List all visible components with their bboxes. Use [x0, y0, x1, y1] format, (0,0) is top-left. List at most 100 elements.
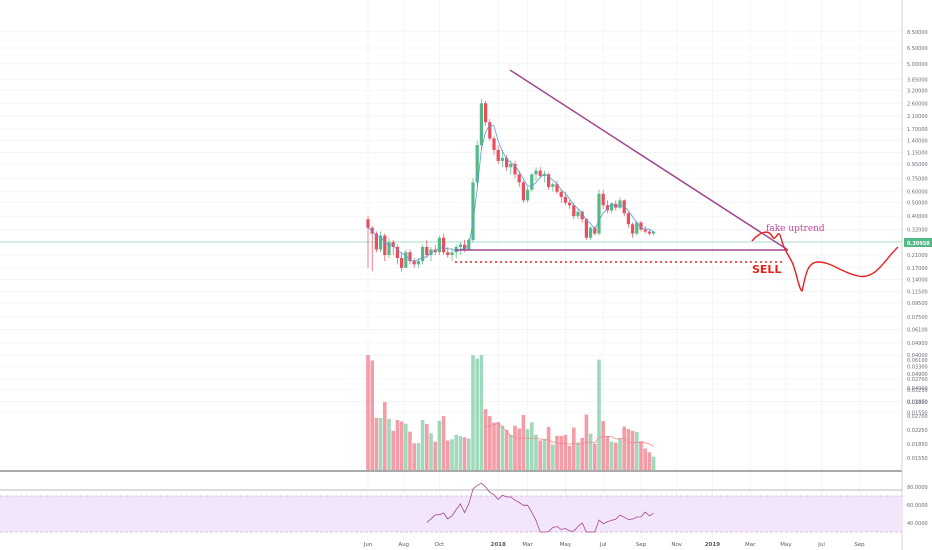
volume-bar	[475, 358, 479, 470]
price-tick-label: 3.85000	[907, 78, 928, 84]
price-tick-label: 6.50000	[907, 46, 928, 52]
volume-bar	[614, 442, 618, 470]
candle-body	[505, 157, 509, 168]
price-tick-label: 0.95000	[907, 162, 928, 168]
volume-bar	[563, 434, 568, 470]
time-tick-label: 2018	[491, 542, 506, 548]
price-tick-label: 0.06100	[907, 328, 928, 334]
descending-trendline	[509, 69, 789, 251]
volume-bar	[446, 440, 450, 470]
candle-body	[425, 247, 429, 256]
volume-bar	[538, 440, 542, 470]
price-axis: 8.50000 6.50000 5.00000 3.85000 3.20000 2.600…	[907, 30, 928, 416]
time-tick-label: Sep	[854, 542, 865, 548]
volume-bar	[387, 418, 391, 470]
volume-bar	[635, 431, 639, 470]
candle-body	[421, 247, 425, 262]
candle-body	[446, 252, 450, 256]
volume-bars	[366, 355, 656, 470]
volume-bar	[521, 414, 526, 470]
price-tick-label: 0.04000	[907, 353, 928, 359]
candle-body	[484, 103, 488, 123]
candle-body	[404, 252, 408, 268]
current-price-value: 0.30958	[907, 241, 930, 247]
price-tick-label: 0.02250	[907, 388, 928, 394]
volume-bar	[383, 402, 387, 470]
price-tick-label: 0.14000	[907, 278, 928, 284]
volume-bar	[639, 441, 643, 470]
candle-body	[576, 211, 580, 217]
volume-bar	[572, 427, 576, 470]
candle-body	[429, 249, 433, 256]
rsi-line	[426, 482, 654, 533]
volume-bar	[605, 436, 610, 470]
volume-tick-label: 0.02700	[907, 414, 928, 420]
volume-bar	[622, 426, 626, 470]
price-tick-label: 0.01550	[907, 410, 928, 416]
volume-bar	[399, 421, 404, 470]
volume-bar	[576, 442, 580, 470]
volume-bar	[391, 430, 395, 470]
volume-bar	[370, 360, 374, 470]
candle-body	[488, 122, 492, 139]
time-tick-label: 2019	[705, 542, 720, 548]
volume-bar	[630, 430, 635, 470]
candle-body	[547, 174, 551, 187]
time-axis: Jun Aug Oct 2018 Mar May Jul Sep Nov 2019 Mar May Ju…	[363, 542, 865, 548]
rsi-band	[0, 496, 902, 532]
price-tick-label: 1.70000	[907, 127, 928, 133]
sell-label: SELL	[752, 263, 781, 276]
volume-bar	[378, 417, 383, 470]
time-tick-label: May	[560, 542, 572, 548]
volume-bar	[525, 429, 530, 470]
candle-body	[584, 219, 588, 238]
volume-bar	[437, 420, 442, 470]
volume-bar	[559, 435, 563, 470]
volume-bar	[580, 437, 584, 470]
price-tick-label: 0.60000	[907, 190, 928, 196]
candle-body	[639, 222, 643, 230]
volume-tick-label: 0.01850	[907, 442, 928, 448]
candle-body	[400, 258, 404, 268]
volume-bar	[429, 433, 433, 470]
candle-body	[383, 235, 387, 256]
volume-bar	[517, 428, 521, 470]
volume-bar	[404, 423, 408, 470]
candle-body	[475, 145, 479, 183]
candle-body	[635, 222, 639, 234]
candle-body	[614, 203, 618, 208]
volume-bar	[416, 443, 421, 470]
volume-bar	[496, 422, 500, 470]
candle-body	[534, 170, 538, 175]
price-tick-label: 0.11500	[907, 289, 928, 295]
volume-bar	[471, 355, 475, 470]
volume-bar	[593, 443, 597, 470]
price-tick-label: 0.50000	[907, 201, 928, 207]
candle-body	[374, 233, 378, 250]
price-tick-label: 0.01850	[907, 400, 928, 406]
volume-axis: 0.06100 0.04900 0.04000 0.03300 0.02700 0.022…	[907, 358, 928, 462]
candle-body	[509, 164, 513, 168]
volume-bar	[609, 441, 614, 470]
rsi-tick-label: 80.0000	[907, 485, 928, 491]
candle-body	[366, 219, 370, 228]
volume-bar	[618, 437, 622, 470]
price-tick-label: 1.40000	[907, 139, 928, 145]
volume-bar	[488, 416, 492, 470]
candle-body	[572, 205, 576, 217]
time-tick-label: Aug	[398, 542, 409, 548]
volume-bar	[454, 434, 458, 470]
volume-bar	[626, 428, 631, 470]
candle-body	[601, 193, 605, 206]
price-tick-label: 0.17000	[907, 266, 928, 272]
candle-body	[416, 261, 420, 265]
volume-bar	[555, 435, 559, 470]
volume-tick-label: 0.02250	[907, 428, 928, 434]
volume-bar	[433, 441, 437, 470]
candle-body	[538, 170, 542, 176]
candle-body	[555, 184, 559, 192]
candle-body	[610, 203, 614, 211]
candle-body	[496, 149, 500, 161]
candle-body	[589, 227, 593, 238]
